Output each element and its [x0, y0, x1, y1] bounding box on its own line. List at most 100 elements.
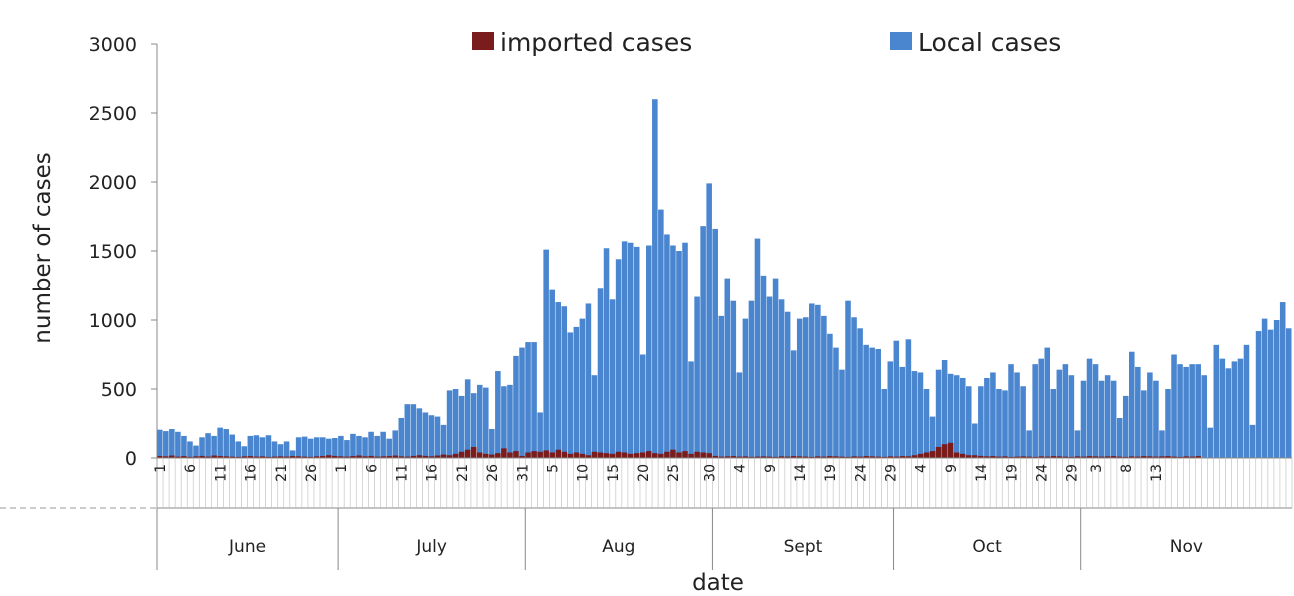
- x-tick-label: 20: [636, 464, 652, 482]
- bar-imported: [1044, 456, 1051, 458]
- bar-local: [404, 404, 411, 458]
- x-tick-label: 24: [1034, 464, 1050, 482]
- bar-imported: [809, 456, 815, 458]
- bar-local: [513, 355, 519, 458]
- bar-imported: [1026, 456, 1032, 458]
- bar-imported: [1062, 456, 1069, 458]
- bar-imported: [531, 451, 537, 458]
- bar-imported: [748, 456, 755, 458]
- axes: [0, 43, 1293, 570]
- bar-imported: [959, 453, 966, 458]
- bar-imported: [953, 452, 960, 458]
- x-tick-label: 1: [334, 464, 350, 473]
- bar-imported: [1080, 456, 1087, 458]
- bar-local: [579, 318, 586, 458]
- bar-local: [905, 339, 912, 458]
- bar-local: [483, 387, 489, 458]
- bar-local: [211, 435, 217, 458]
- bar-local: [356, 435, 362, 458]
- bar-local: [573, 326, 580, 458]
- bar-local: [181, 435, 187, 458]
- bar-local: [585, 303, 592, 458]
- bar-imported: [1050, 456, 1057, 458]
- bar-imported: [1032, 456, 1038, 458]
- bar-local: [289, 450, 296, 458]
- bar-local: [1122, 395, 1129, 458]
- bar-imported: [766, 456, 773, 458]
- bar-local: [1110, 380, 1117, 458]
- bar-local: [1249, 424, 1256, 458]
- bar-local: [386, 438, 392, 458]
- bar-imported: [537, 451, 543, 458]
- bar-imported: [639, 452, 646, 458]
- bar-imported: [579, 453, 586, 458]
- bar-imported: [458, 451, 465, 458]
- bar-imported: [1002, 456, 1008, 458]
- bar-local: [350, 433, 356, 458]
- bar-local: [706, 183, 712, 458]
- bar-imported: [652, 453, 658, 458]
- bar-local: [301, 436, 308, 458]
- bar-imported: [175, 456, 181, 458]
- bar-imported: [1116, 456, 1123, 458]
- x-tick-label: 14: [793, 464, 809, 482]
- bar-imported: [1092, 456, 1099, 458]
- bar-local: [1273, 320, 1280, 458]
- bar-imported: [356, 455, 362, 458]
- bar-imported: [307, 456, 314, 458]
- bar-local: [670, 245, 676, 458]
- bar-local: [223, 429, 229, 458]
- bar-imported: [821, 456, 827, 458]
- bar-imported: [682, 451, 688, 458]
- bar-local: [295, 437, 302, 458]
- bar-local: [332, 437, 338, 458]
- bar-imported: [338, 456, 344, 458]
- bar-imported: [1122, 456, 1129, 458]
- bar-imported: [1038, 456, 1044, 458]
- bar-local: [1141, 390, 1147, 458]
- bar-imported: [169, 455, 175, 458]
- bar-local: [531, 342, 537, 458]
- bar-local: [923, 389, 930, 458]
- bar-local: [972, 423, 978, 458]
- bar-imported: [796, 456, 803, 458]
- bar-local: [1044, 347, 1051, 458]
- bar-imported: [784, 456, 791, 458]
- bar-local: [597, 288, 604, 458]
- bar-imported: [597, 452, 604, 458]
- bar-imported: [217, 456, 223, 458]
- bar-imported: [676, 452, 682, 458]
- bar-imported: [259, 456, 266, 458]
- bar-imported: [591, 451, 598, 458]
- bar-imported: [1128, 456, 1135, 458]
- bar-local: [410, 404, 417, 458]
- bar-local: [229, 434, 236, 458]
- bar-imported: [1135, 456, 1141, 458]
- bar-local: [187, 441, 193, 458]
- bar-imported: [911, 455, 918, 458]
- bar-local: [235, 441, 242, 458]
- bar-imported: [283, 456, 290, 458]
- bar-imported: [1195, 456, 1201, 458]
- bar-local: [277, 444, 284, 458]
- bar-local: [1279, 302, 1286, 458]
- bar-local: [978, 386, 984, 458]
- bar-local: [1032, 364, 1038, 458]
- x-tick-label: 25: [666, 464, 682, 482]
- bar-local: [615, 259, 622, 458]
- bar-local: [694, 296, 700, 458]
- bar-local: [434, 416, 441, 458]
- x-tick-label: 10: [576, 464, 592, 482]
- bar-local: [748, 300, 755, 458]
- bar-local: [1183, 366, 1189, 458]
- bar-imported: [434, 455, 441, 458]
- bar-imported: [1183, 456, 1189, 458]
- bar-local: [627, 242, 634, 458]
- x-tick-label: 30: [702, 464, 718, 482]
- x-tick-label: 4: [914, 464, 930, 473]
- bar-local: [839, 369, 845, 458]
- bar-local: [163, 431, 169, 458]
- bar-imported: [724, 456, 731, 458]
- bar-imported: [947, 442, 954, 458]
